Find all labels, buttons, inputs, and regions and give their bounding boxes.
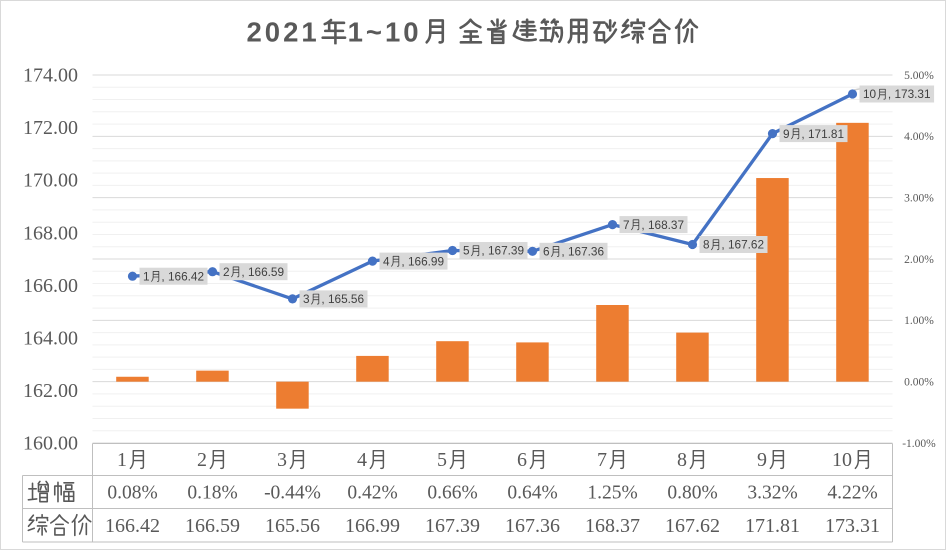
svg-text:3: 3 — [277, 449, 287, 471]
svg-text:2021: 2021 — [247, 16, 320, 47]
svg-text:5: 5 — [463, 244, 470, 258]
svg-text:3: 3 — [303, 292, 310, 306]
svg-text:167.39: 167.39 — [425, 515, 480, 537]
svg-text:166.59: 166.59 — [185, 515, 240, 537]
svg-text:1: 1 — [143, 269, 150, 283]
svg-text:0.42%: 0.42% — [347, 483, 397, 504]
svg-text:2: 2 — [223, 265, 230, 279]
svg-text:, 167.62: , 167.62 — [721, 238, 764, 252]
svg-text:166.99: 166.99 — [345, 515, 400, 537]
svg-text:167.62: 167.62 — [665, 515, 720, 537]
svg-text:164.00: 164.00 — [23, 328, 78, 350]
svg-text:3.00%: 3.00% — [904, 193, 934, 205]
svg-text:8: 8 — [703, 238, 710, 252]
svg-text:, 166.42: , 166.42 — [161, 269, 204, 283]
svg-text:166.00: 166.00 — [23, 275, 78, 297]
svg-text:, 166.99: , 166.99 — [401, 254, 444, 268]
svg-text:, 168.37: , 168.37 — [641, 218, 684, 232]
svg-text:160.00: 160.00 — [23, 433, 78, 455]
svg-text:6: 6 — [543, 245, 550, 259]
svg-text:5.00%: 5.00% — [904, 70, 934, 82]
svg-text:5: 5 — [437, 449, 447, 471]
svg-text:10: 10 — [863, 87, 877, 101]
svg-text:165.56: 165.56 — [265, 515, 320, 537]
svg-text:8: 8 — [677, 449, 687, 471]
svg-text:0.80%: 0.80% — [667, 483, 717, 504]
svg-text:, 171.81: , 171.81 — [801, 127, 844, 141]
svg-text:4: 4 — [383, 254, 390, 268]
svg-text:2.00%: 2.00% — [904, 254, 934, 266]
svg-text:7: 7 — [623, 218, 630, 232]
svg-text:6: 6 — [517, 449, 527, 471]
svg-text:1~10: 1~10 — [348, 16, 422, 47]
svg-text:174.00: 174.00 — [23, 65, 78, 87]
svg-text:168.37: 168.37 — [585, 515, 640, 537]
svg-text:168.00: 168.00 — [23, 222, 78, 244]
svg-text:171.81: 171.81 — [745, 515, 800, 537]
svg-text:0.00%: 0.00% — [904, 377, 934, 389]
svg-text:7: 7 — [597, 449, 607, 471]
svg-text:173.31: 173.31 — [825, 515, 880, 537]
svg-text:, 167.36: , 167.36 — [561, 245, 604, 259]
svg-text:2: 2 — [197, 449, 207, 471]
svg-text:167.36: 167.36 — [505, 515, 560, 537]
svg-text:9: 9 — [757, 449, 767, 471]
svg-text:1.25%: 1.25% — [587, 483, 637, 504]
svg-text:4: 4 — [357, 449, 367, 471]
svg-text:, 167.39: , 167.39 — [481, 244, 524, 258]
svg-text:, 173.31: , 173.31 — [888, 87, 931, 101]
svg-text:0.08%: 0.08% — [107, 483, 157, 504]
svg-text:, 166.59: , 166.59 — [241, 265, 284, 279]
svg-text:1.00%: 1.00% — [904, 315, 934, 327]
svg-text:3.32%: 3.32% — [747, 483, 797, 504]
svg-text:-1.00%: -1.00% — [902, 438, 936, 450]
svg-text:10: 10 — [832, 449, 852, 471]
svg-text:162.00: 162.00 — [23, 380, 78, 402]
svg-text:0.66%: 0.66% — [427, 483, 477, 504]
svg-text:9: 9 — [783, 127, 790, 141]
svg-text:166.42: 166.42 — [105, 515, 160, 537]
svg-text:0.64%: 0.64% — [507, 483, 557, 504]
svg-text:1: 1 — [117, 449, 127, 471]
svg-text:-0.44%: -0.44% — [264, 483, 321, 504]
svg-text:4.00%: 4.00% — [904, 131, 934, 143]
svg-text:170.00: 170.00 — [23, 170, 78, 192]
svg-text:172.00: 172.00 — [23, 117, 78, 139]
svg-text:0.18%: 0.18% — [187, 483, 237, 504]
svg-text:, 165.56: , 165.56 — [321, 292, 364, 306]
svg-text:4.22%: 4.22% — [827, 483, 877, 504]
